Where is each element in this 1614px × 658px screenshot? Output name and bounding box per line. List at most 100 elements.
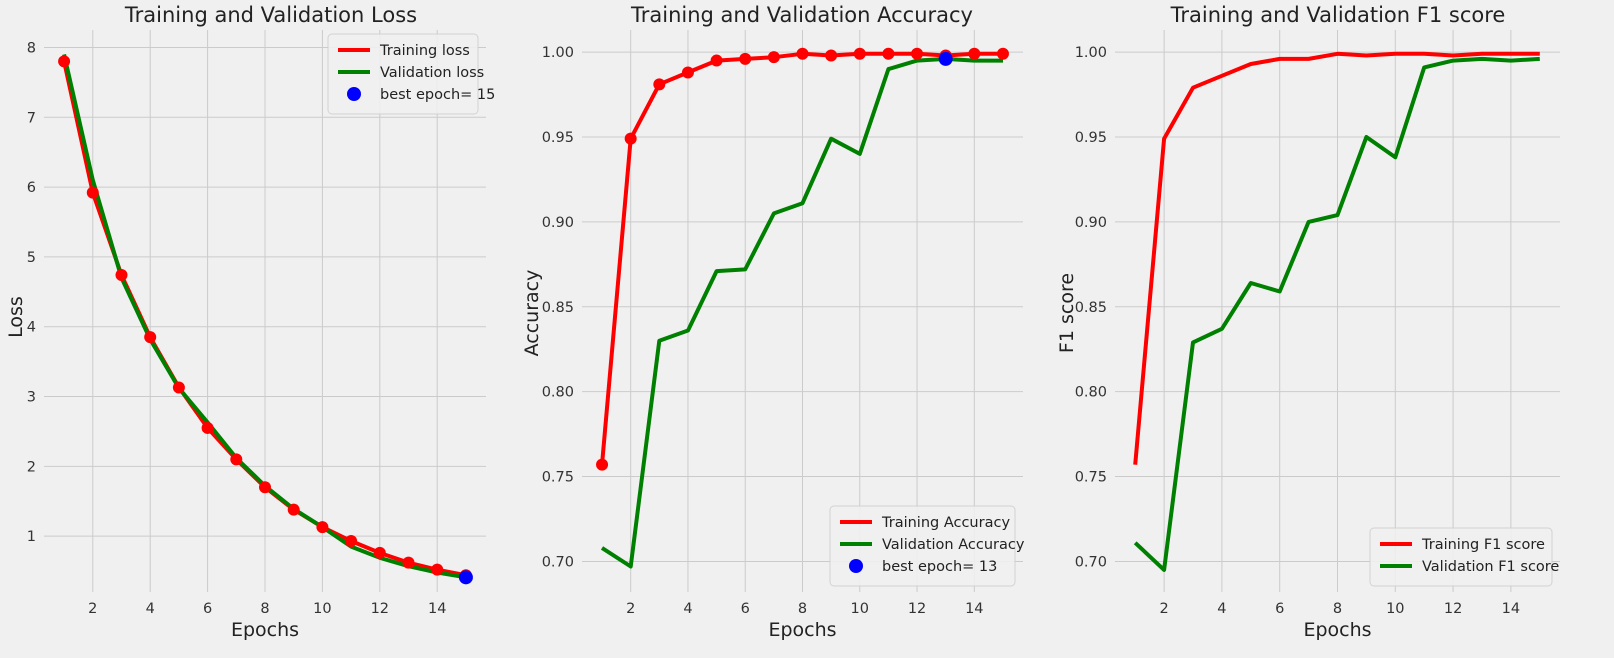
data-point bbox=[172, 381, 185, 394]
data-point bbox=[624, 132, 637, 145]
data-point bbox=[710, 54, 723, 67]
y-tick-label: 1.00 bbox=[542, 45, 574, 61]
y-tick-label: 0.80 bbox=[542, 385, 574, 401]
x-tick-label: 8 bbox=[1333, 601, 1342, 617]
x-axis-label: Epochs bbox=[231, 619, 299, 641]
legend-dot-swatch bbox=[347, 87, 361, 101]
y-tick-label: 0.85 bbox=[1075, 300, 1107, 316]
data-point bbox=[58, 55, 71, 68]
data-point bbox=[853, 47, 866, 60]
data-point bbox=[596, 458, 609, 471]
x-tick-label: 12 bbox=[371, 601, 389, 617]
legend-box bbox=[327, 33, 479, 115]
data-point bbox=[767, 51, 780, 64]
x-tick-label: 6 bbox=[1275, 601, 1284, 617]
x-axis-label: Epochs bbox=[1303, 619, 1371, 641]
x-tick-label: 2 bbox=[1160, 601, 1169, 617]
x-tick-label: 4 bbox=[146, 601, 155, 617]
data-point bbox=[259, 481, 271, 494]
x-tick-label: 6 bbox=[203, 601, 212, 617]
legend: Training Accuracy Validation Accuracy best… bbox=[829, 505, 1025, 587]
y-axis-label: Loss bbox=[5, 296, 27, 338]
x-tick-label: 8 bbox=[798, 601, 807, 617]
y-tick-label: 8 bbox=[27, 40, 36, 56]
x-tick-label: 12 bbox=[908, 601, 926, 617]
legend-label: best epoch= 15 bbox=[380, 87, 495, 103]
y-tick-label: 2 bbox=[27, 459, 36, 475]
legend-dot-swatch bbox=[849, 559, 863, 573]
legend-box bbox=[829, 505, 1016, 587]
chart-title: Training and Validation Accuracy bbox=[630, 3, 973, 27]
data-point bbox=[681, 66, 694, 79]
x-tick-label: 14 bbox=[1502, 601, 1520, 617]
grid-lines bbox=[44, 30, 486, 592]
y-tick-label: 3 bbox=[27, 390, 36, 406]
x-tick-label: 6 bbox=[741, 601, 750, 617]
x-tick-label: 8 bbox=[260, 601, 269, 617]
data-point bbox=[345, 535, 358, 548]
x-tick-label: 12 bbox=[1444, 601, 1462, 617]
y-tick-label: 0.95 bbox=[542, 130, 574, 146]
data-point bbox=[86, 186, 99, 199]
legend-label: Training loss bbox=[379, 43, 470, 59]
data-point bbox=[230, 453, 243, 466]
y-tick-label: 0.90 bbox=[1075, 215, 1107, 231]
x-tick-label: 4 bbox=[1217, 601, 1226, 617]
data-point bbox=[911, 47, 924, 60]
data-point bbox=[653, 78, 666, 91]
x-tick-label: 4 bbox=[683, 601, 692, 617]
legend: Training F1 score Validation F1 score bbox=[1369, 527, 1559, 587]
x-tick-label: 10 bbox=[851, 601, 869, 617]
data-point bbox=[431, 563, 444, 576]
data-point bbox=[115, 269, 128, 282]
best-epoch-point bbox=[458, 570, 473, 585]
chart-title: Training and Validation F1 score bbox=[1170, 3, 1506, 27]
data-point bbox=[882, 47, 895, 60]
y-tick-label: 0.90 bbox=[542, 215, 574, 231]
data-point bbox=[287, 503, 300, 516]
y-tick-label: 7 bbox=[27, 110, 36, 126]
series-line-training bbox=[1133, 51, 1540, 465]
y-tick-label: 0.80 bbox=[1075, 385, 1107, 401]
legend-label: Training Accuracy bbox=[881, 515, 1010, 531]
data-point bbox=[796, 47, 809, 60]
y-tick-label: 6 bbox=[27, 180, 36, 196]
y-tick-label: 1 bbox=[27, 529, 36, 545]
data-point bbox=[373, 546, 386, 559]
x-tick-label: 14 bbox=[428, 601, 446, 617]
x-tick-label: 2 bbox=[626, 601, 635, 617]
y-axis-label: F1 score bbox=[1056, 273, 1078, 353]
data-point bbox=[739, 52, 752, 65]
legend-label: Validation F1 score bbox=[1422, 559, 1559, 575]
series-line-validation bbox=[1133, 56, 1540, 572]
x-tick-label: 14 bbox=[965, 601, 983, 617]
grid-lines bbox=[582, 30, 1023, 592]
y-axis-label: Accuracy bbox=[521, 270, 543, 357]
chart-2: 2 4 6 8 10 12 14 0.70 0.75 0.80 0.85 0.90 0.95 1.00 Tr… bbox=[521, 3, 1025, 641]
y-tick-label: 5 bbox=[27, 250, 36, 266]
y-tick-label: 1.00 bbox=[1075, 45, 1107, 61]
y-tick-label: 0.75 bbox=[1075, 470, 1107, 486]
chart-title: Training and Validation Loss bbox=[124, 3, 417, 27]
legend: Training loss Validation loss best epoch= … bbox=[327, 33, 495, 115]
data-point bbox=[144, 331, 157, 344]
data-point bbox=[316, 521, 329, 534]
y-tick-label: 0.70 bbox=[1075, 554, 1107, 570]
series-line-validation bbox=[600, 56, 1003, 569]
grid-lines bbox=[1115, 30, 1560, 592]
data-point bbox=[201, 421, 214, 434]
y-tick-label: 4 bbox=[27, 320, 36, 336]
y-tick-label: 0.95 bbox=[1075, 130, 1107, 146]
x-tick-label: 10 bbox=[1386, 601, 1404, 617]
legend-label: Validation Accuracy bbox=[882, 537, 1025, 553]
legend-label: Training F1 score bbox=[1421, 537, 1545, 553]
data-point bbox=[402, 556, 415, 569]
legend-label: best epoch= 13 bbox=[882, 559, 997, 575]
x-tick-label: 2 bbox=[88, 601, 97, 617]
y-tick-label: 0.85 bbox=[542, 300, 574, 316]
best-epoch-point bbox=[938, 51, 953, 66]
legend-box bbox=[1369, 527, 1553, 587]
x-tick-label: 10 bbox=[313, 601, 331, 617]
